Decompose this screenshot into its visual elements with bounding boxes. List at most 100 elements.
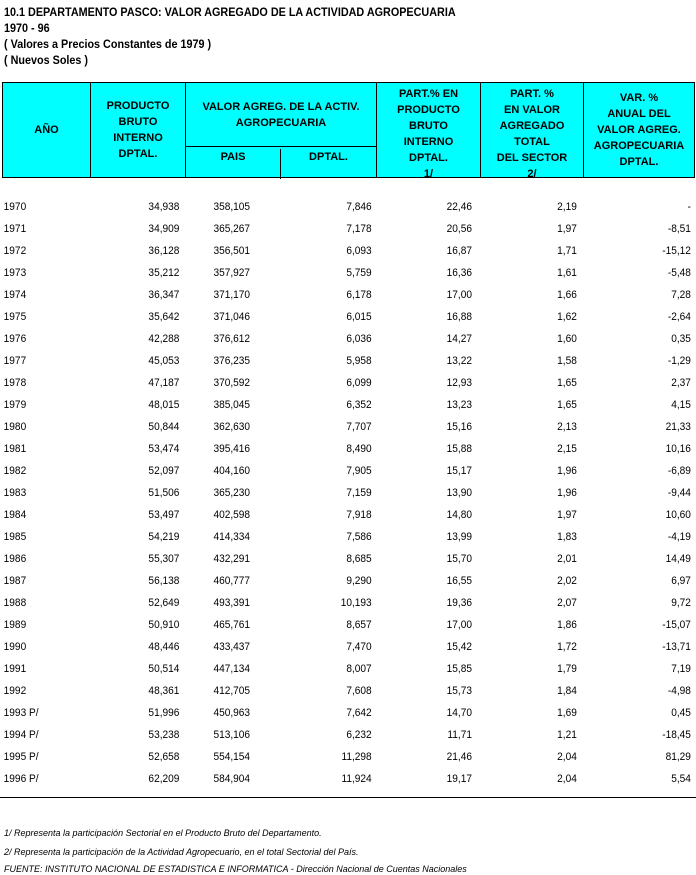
table-cell: 2,37 [671, 377, 691, 389]
table-cell: 6,232 [346, 729, 372, 741]
table-cell: 12,93 [446, 377, 472, 389]
table-cell: -4,98 [667, 685, 691, 697]
header-text: 2/ [527, 168, 537, 180]
table-cell: 1,66 [557, 289, 577, 301]
table-cell: 16,88 [446, 311, 472, 323]
table-cell: 15,17 [446, 465, 472, 477]
header-text: DEL SECTOR [496, 152, 568, 164]
table-cell: 432,291 [213, 553, 251, 565]
table-cell: 395,416 [213, 443, 251, 455]
table-row: 1991 50,514 447,134 8,007 15,85 1,79 7,19 [0, 659, 691, 681]
table-cell: 53,474 [148, 443, 180, 455]
table-cell: 1971 [3, 223, 27, 235]
table-cell: 0,35 [671, 333, 691, 345]
table-cell: 376,612 [213, 333, 251, 345]
table-cell: 13,23 [446, 399, 472, 411]
table-cell: 356,501 [213, 245, 251, 257]
table-cell: 7,178 [346, 223, 372, 235]
table-cell: 404,160 [213, 465, 251, 477]
table-cell: 1,83 [557, 531, 577, 543]
table-cell: 1,21 [557, 729, 577, 741]
subtitle-values: ( Valores a Precios Constantes de 1979 ) [4, 37, 212, 51]
table-row: 1990 48,446 433,437 7,470 15,42 1,72 -13,71 [0, 637, 691, 659]
table-cell: 357,927 [213, 267, 251, 279]
table-cell: 2,13 [557, 421, 577, 433]
table-cell: 34,909 [148, 223, 180, 235]
table-row: 1996 P/62,209 584,904 11,924 19,17 2,04 5,54 [0, 769, 691, 791]
table-cell: 6,093 [346, 245, 372, 257]
table-cell: -15,12 [662, 245, 691, 257]
header-anio: AÑO [3, 83, 91, 177]
table-row: 1984 53,497 402,598 7,918 14,80 1,97 10,60 [0, 505, 691, 527]
table-cell: 1,69 [557, 707, 577, 719]
header-pais: PAIS [186, 149, 281, 179]
table-header: AÑO PRODUCTO BRUTO INTERNO DPTAL. VALOR AGR… [2, 82, 695, 180]
table-cell: 7,28 [671, 289, 691, 301]
table-cell: 34,938 [148, 201, 180, 213]
table-row: 1978 47,187 370,592 6,099 12,93 1,65 2,37 [0, 373, 691, 395]
table-cell: 7,586 [346, 531, 372, 543]
table-cell: 1985 [3, 531, 27, 543]
table-cell: 51,506 [148, 487, 180, 499]
table-cell: 460,777 [213, 575, 251, 587]
table-cell: 1,86 [557, 619, 577, 631]
header-text: ANUAL DEL [607, 108, 671, 120]
header-var: VAR. % ANUAL DEL VALOR AGREG. AGROPECUARIA D… [584, 83, 694, 177]
table-cell: 15,88 [446, 443, 472, 455]
table-cell: 1980 [3, 421, 27, 433]
table-row: 1971 34,909 365,267 7,178 20,56 1,97 -8,51 [0, 219, 691, 241]
table-cell: 1983 [3, 487, 27, 499]
period: 1970 - 96 [4, 21, 50, 35]
table-cell: 447,134 [213, 663, 251, 675]
table-cell: 1988 [3, 597, 27, 609]
table-row: 1993 P/51,996 450,963 7,642 14,70 1,69 0,45 [0, 703, 691, 725]
table-cell: 9,290 [346, 575, 372, 587]
table-cell: 376,235 [213, 355, 251, 367]
table-cell: 50,910 [148, 619, 180, 631]
table-cell: 19,36 [446, 597, 472, 609]
table-cell: 15,73 [446, 685, 472, 697]
table-bottom-rule [0, 797, 696, 798]
table-cell: 48,015 [148, 399, 180, 411]
table-cell: 35,212 [148, 267, 180, 279]
table-cell: 2,07 [557, 597, 577, 609]
header-text: DPTAL. [409, 152, 448, 164]
table-row: 1975 35,642 371,046 6,015 16,88 1,62 -2,64 [0, 307, 691, 329]
table-row: 1982 52,097 404,160 7,905 15,17 1,96 -6,89 [0, 461, 691, 483]
table-cell: 8,007 [346, 663, 372, 675]
table-cell: -6,89 [667, 465, 691, 477]
header-text: 1/ [423, 168, 434, 180]
table-cell: 55,307 [148, 553, 180, 565]
table-cell: 14,49 [665, 553, 691, 565]
table-cell: 14,70 [446, 707, 472, 719]
table-cell: -1,29 [667, 355, 691, 367]
table-cell: 7,642 [346, 707, 372, 719]
header-text: VALOR AGREG. DE LA ACTIV. [202, 101, 360, 113]
header-valor-agregado: VALOR AGREG. DE LA ACTIV. AGROPECUARIA PA… [186, 83, 377, 179]
table-cell: 414,334 [213, 531, 251, 543]
table-row: 1981 53,474 395,416 8,490 15,88 2,15 10,16 [0, 439, 691, 461]
table-cell: 2,15 [557, 443, 577, 455]
table-cell: 370,592 [213, 377, 251, 389]
table-cell: 2,04 [557, 751, 577, 763]
table-cell: 412,705 [213, 685, 251, 697]
table-cell: 17,00 [446, 619, 472, 631]
table-cell: 36,128 [148, 245, 180, 257]
table-cell: 1,65 [557, 399, 577, 411]
table-cell: 13,22 [446, 355, 472, 367]
table-cell: 20,56 [446, 223, 472, 235]
table-cell: 2,02 [557, 575, 577, 587]
header-text: BRUTO [118, 116, 158, 128]
table-row: 1987 56,138 460,777 9,290 16,55 2,02 6,97 [0, 571, 691, 593]
table-cell: 35,642 [148, 311, 180, 323]
table-cell: 7,608 [346, 685, 372, 697]
table-cell: 1,58 [557, 355, 577, 367]
table-cell: -2,64 [667, 311, 691, 323]
table-row: 1994 P/53,238 513,106 6,232 11,71 1,21 -18,45 [0, 725, 691, 747]
table-cell: 554,154 [213, 751, 251, 763]
table-row: 1979 48,015 385,045 6,352 13,23 1,65 4,15 [0, 395, 691, 417]
table-cell: 1970 [3, 201, 27, 213]
table-cell: - [687, 201, 691, 213]
table-cell: 1,96 [557, 465, 577, 477]
table-cell: 21,33 [665, 421, 691, 433]
